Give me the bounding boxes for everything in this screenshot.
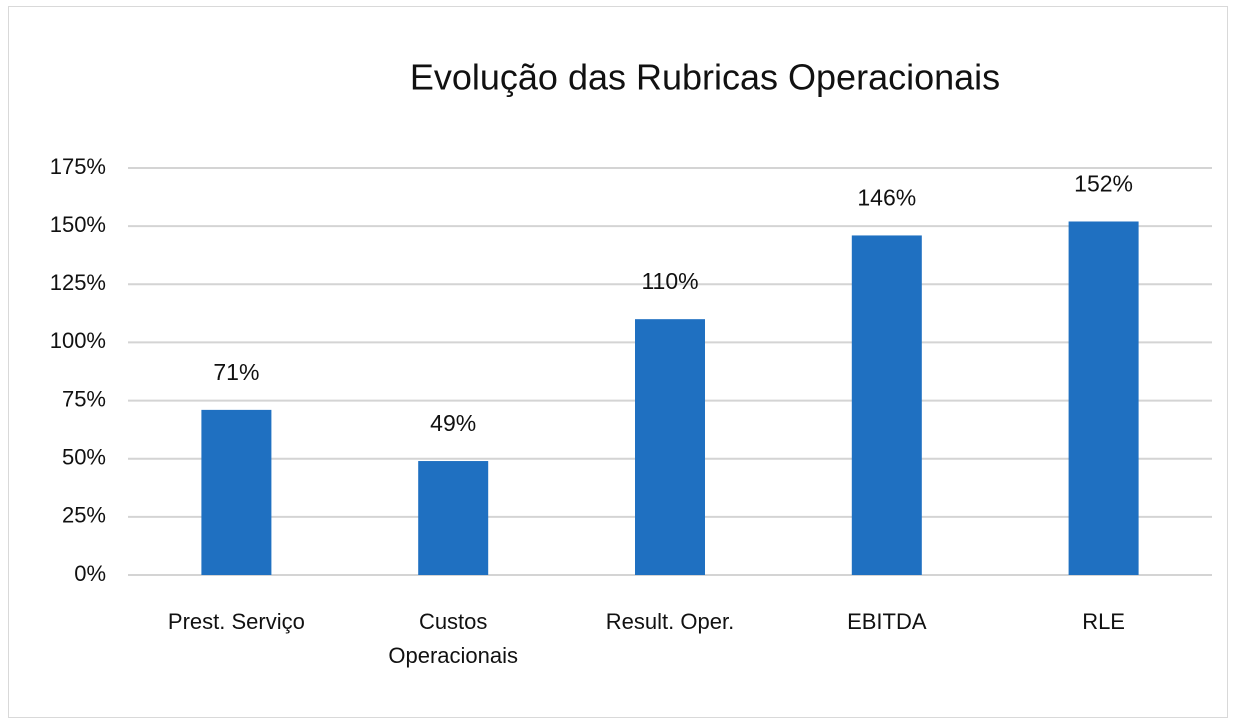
data-label: 146% [857,185,916,211]
data-label: 49% [430,410,476,436]
chart-title: Evolução das Rubricas Operacionais [410,57,1000,98]
x-tick-label: Prest. Serviço [167,609,305,634]
x-tick-label: Result. Oper. [605,609,735,634]
y-tick-label: 75% [62,386,106,411]
bar [851,235,922,575]
y-tick-label: 125% [50,270,106,295]
y-tick-label: 0% [74,561,106,586]
y-tick-label: 100% [50,328,106,353]
bar [201,409,272,575]
x-tick-label: Custos Operacionais [388,609,518,668]
data-label: 71% [213,359,259,385]
chart-frame [8,6,1228,718]
bar [635,319,705,575]
data-label: 152% [1074,171,1133,197]
bar [1068,221,1139,575]
bar [418,461,489,575]
data-label: 110% [641,268,698,294]
y-tick-label: 175% [50,154,106,179]
x-tick-label: EBITDA [847,609,927,634]
y-tick-label: 50% [62,445,106,470]
y-tick-label: 25% [62,503,106,528]
x-tick-label: RLE [1082,609,1125,634]
y-tick-label: 150% [50,212,106,237]
